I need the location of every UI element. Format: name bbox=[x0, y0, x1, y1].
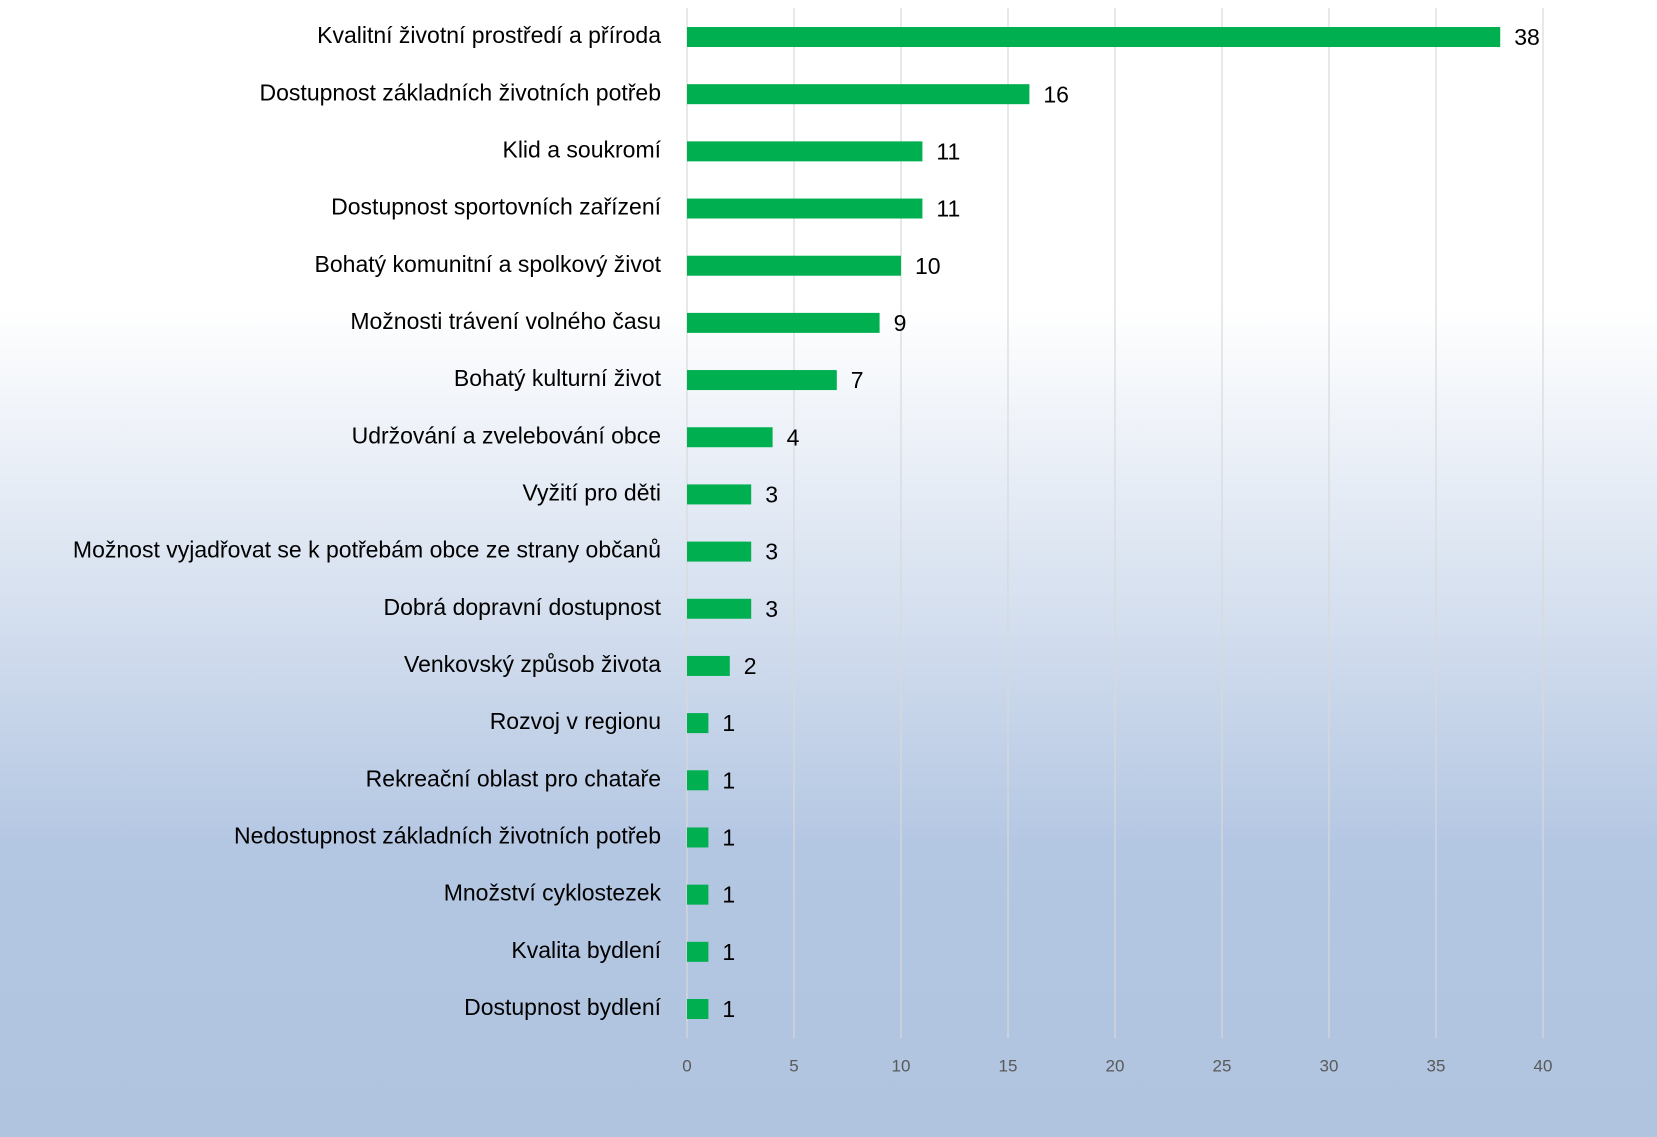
x-tick-label: 15 bbox=[999, 1056, 1018, 1075]
y-tick-label: Kvalitní životní prostředí a příroda bbox=[317, 22, 661, 48]
x-tick-label: 30 bbox=[1320, 1056, 1339, 1075]
y-tick-label: Kvalita bydlení bbox=[511, 937, 661, 963]
x-tick-label: 35 bbox=[1427, 1056, 1446, 1075]
data-label: 1 bbox=[722, 882, 735, 908]
data-label: 2 bbox=[744, 653, 757, 679]
bar bbox=[687, 770, 709, 791]
y-tick-label: Nedostupnost základních životních potřeb bbox=[234, 823, 661, 849]
y-tick-label: Rozvoj v regionu bbox=[490, 708, 661, 734]
y-tick-label: Udržování a zvelebování obce bbox=[352, 422, 661, 448]
bar bbox=[687, 27, 1501, 47]
data-label: 11 bbox=[936, 196, 960, 222]
data-label: 1 bbox=[722, 710, 735, 736]
x-tick-label: 0 bbox=[682, 1056, 691, 1075]
x-tick-label: 40 bbox=[1534, 1056, 1553, 1075]
bar bbox=[687, 827, 709, 848]
data-label: 1 bbox=[722, 825, 735, 851]
data-label: 3 bbox=[765, 596, 778, 622]
data-label: 11 bbox=[936, 138, 960, 164]
y-tick-label: Bohatý komunitní a spolkový život bbox=[315, 251, 662, 277]
bar bbox=[687, 713, 709, 734]
data-label: 10 bbox=[915, 253, 941, 279]
bar bbox=[687, 484, 752, 505]
bar bbox=[687, 655, 730, 676]
data-label: 9 bbox=[894, 310, 907, 336]
data-label: 3 bbox=[765, 539, 778, 565]
y-tick-label: Možnosti trávení volného času bbox=[350, 308, 661, 334]
y-tick-label: Možnost vyjadřovat se k potřebám obce ze… bbox=[73, 537, 661, 563]
y-tick-label: Dostupnost sportovních zařízení bbox=[331, 194, 661, 220]
x-tick-label: 5 bbox=[789, 1056, 798, 1075]
data-label: 16 bbox=[1043, 81, 1069, 107]
bar bbox=[687, 84, 1030, 105]
y-tick-label: Vyžití pro děti bbox=[523, 479, 661, 505]
bar bbox=[687, 141, 923, 162]
y-tick-label: Rekreační oblast pro chataře bbox=[366, 765, 661, 791]
bar bbox=[687, 198, 923, 219]
data-label: 38 bbox=[1514, 24, 1540, 50]
y-tick-label: Bohatý kulturní život bbox=[454, 365, 662, 391]
bar bbox=[687, 598, 752, 619]
bar bbox=[687, 255, 901, 276]
data-label: 3 bbox=[765, 481, 778, 507]
x-tick-label: 25 bbox=[1213, 1056, 1232, 1075]
data-label: 1 bbox=[722, 767, 735, 793]
x-tick-label: 20 bbox=[1106, 1056, 1125, 1075]
bar bbox=[687, 370, 837, 391]
bar bbox=[687, 999, 709, 1019]
data-label: 1 bbox=[722, 939, 735, 965]
data-label: 1 bbox=[722, 996, 735, 1022]
data-label: 7 bbox=[851, 367, 864, 393]
y-tick-label: Dobrá dopravní dostupnost bbox=[384, 594, 662, 620]
y-tick-label: Množství cyklostezek bbox=[444, 880, 662, 906]
bar bbox=[687, 541, 752, 562]
data-label: 4 bbox=[787, 424, 800, 450]
y-tick-label: Klid a soukromí bbox=[502, 136, 661, 162]
bar bbox=[687, 312, 880, 333]
y-tick-label: Dostupnost základních životních potřeb bbox=[260, 79, 661, 105]
x-tick-label: 10 bbox=[892, 1056, 911, 1075]
bar bbox=[687, 427, 773, 448]
bar bbox=[687, 941, 709, 962]
y-tick-label: Venkovský způsob života bbox=[404, 651, 661, 677]
y-tick-label: Dostupnost bydlení bbox=[464, 994, 662, 1020]
bar bbox=[687, 884, 709, 905]
